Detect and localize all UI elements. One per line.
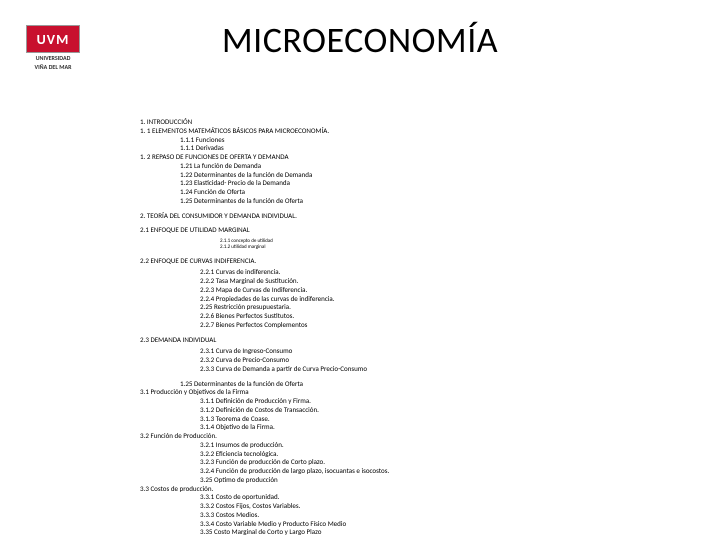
- outline-line: 1.25 Determinantes de la función de Ofer…: [180, 380, 680, 389]
- outline-line: 3.25 Optimo de producción: [200, 476, 680, 485]
- outline-line: 2. TEORÍA DEL CONSUMIDOR Y DEMANDA INDIV…: [140, 212, 680, 221]
- outline-line: 3.1.2 Definición de Costos de Transacció…: [200, 406, 680, 415]
- outline-line: 2.3.3 Curva de Demanda a partir de Curva…: [200, 365, 680, 374]
- outline-line: 2.3 DEMANDA INDIVIDUAL: [140, 336, 680, 345]
- page-title: MICROECONOMÍA: [0, 18, 720, 62]
- outline-line: 2.2.7 Bienes Perfectos Complementos: [200, 321, 680, 330]
- outline-line: 1.25 Determinantes de la función de Ofer…: [180, 197, 680, 206]
- outline-line: 3.3.2 Costos Fijos, Costos Variables.: [200, 502, 680, 511]
- logo-subtitle-2: VIÑA DEL MAR: [18, 64, 88, 71]
- outline-line: 2.1.2 utilidad marginal: [220, 244, 680, 250]
- outline-line: 3.35 Costo Marginal de Corto y Largo Pla…: [200, 528, 680, 537]
- outline-line: 1.23 Elasticidad- Precio de la Demanda: [180, 179, 680, 188]
- outline-content: 1. INTRODUCCIÓN1. 1 ELEMENTOS MATEMÁTICO…: [140, 118, 680, 537]
- outline-line: 3.1.4 Objetivo de la Firma.: [200, 423, 680, 432]
- outline-line: 2.2 ENFOQUE DE CURVAS INDIFERENCIA.: [140, 257, 680, 266]
- outline-line: 2.1 ENFOQUE DE UTILIDAD MARGINAL: [140, 226, 680, 235]
- outline-line: 1.1.1 Funciones: [180, 136, 680, 145]
